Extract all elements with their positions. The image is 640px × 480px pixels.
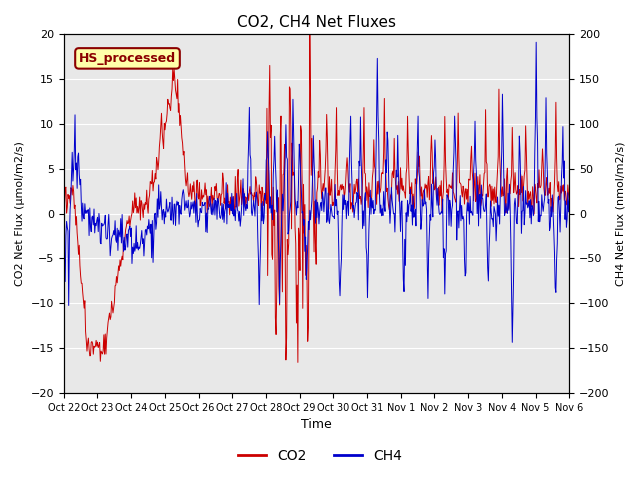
Legend: CO2, CH4: CO2, CH4 (232, 443, 408, 468)
X-axis label: Time: Time (301, 419, 332, 432)
Y-axis label: CH4 Net Flux (nmol/m2/s): CH4 Net Flux (nmol/m2/s) (615, 141, 625, 286)
Title: CO2, CH4 Net Fluxes: CO2, CH4 Net Fluxes (237, 15, 396, 30)
Y-axis label: CO2 Net Flux (μmol/m2/s): CO2 Net Flux (μmol/m2/s) (15, 141, 25, 286)
Text: HS_processed: HS_processed (79, 52, 176, 65)
